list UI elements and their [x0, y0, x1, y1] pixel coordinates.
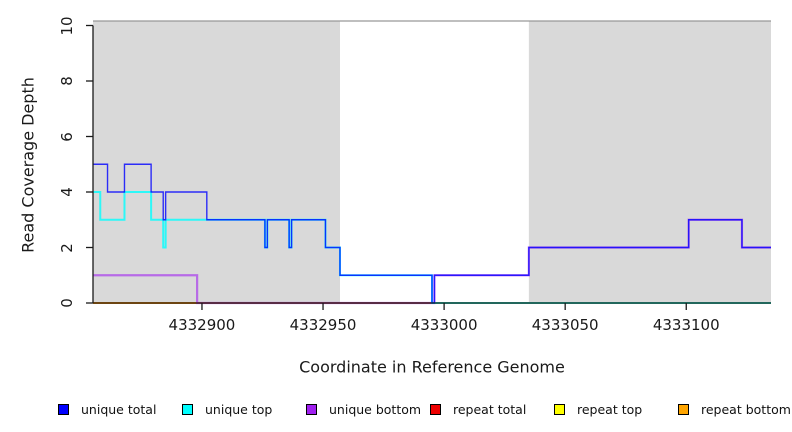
y-tick-label-6: 6 — [58, 131, 76, 142]
x-axis-title: Coordinate in Reference Genome — [299, 357, 565, 377]
shaded-region-0 — [93, 21, 340, 303]
legend-item-unique-total: unique total — [58, 398, 156, 420]
legend-swatch-repeat-bottom-icon — [678, 403, 689, 415]
legend: unique total unique top unique bottom repea… — [58, 398, 792, 420]
x-tick-label-4333100: 4333100 — [652, 316, 720, 334]
series-unique-total-line — [93, 163, 771, 304]
legend-swatch-repeat-top-icon — [554, 403, 565, 415]
legend-label: unique top — [205, 401, 273, 417]
legend-item-unique-bottom: unique bottom — [306, 398, 421, 420]
legend-label: repeat total — [453, 401, 527, 417]
legend-item-unique-top: unique top — [182, 398, 272, 420]
legend-item-repeat-top: repeat top — [554, 398, 642, 420]
legend-item-repeat-total: repeat total — [430, 398, 526, 420]
y-tick-label-4: 4 — [58, 187, 76, 197]
legend-swatch-repeat-total-icon — [430, 403, 441, 415]
y-tick-label-2: 2 — [58, 242, 76, 253]
legend-label: unique total — [81, 401, 157, 417]
x-tick-label-4333000: 4333000 — [410, 316, 478, 334]
legend-swatch-unique-top-icon — [182, 403, 193, 415]
y-axis-title: Read Coverage Depth — [18, 77, 38, 253]
legend-label: repeat bottom — [701, 401, 791, 417]
y-tick-label-8: 8 — [58, 76, 76, 86]
legend-swatch-unique-bottom-icon — [306, 403, 317, 415]
y-tick-label-0: 0 — [58, 298, 76, 308]
x-tick-label-4332900: 4332900 — [168, 316, 236, 334]
legend-item-repeat-bottom: repeat bottom — [678, 398, 791, 420]
legend-label: repeat top — [577, 401, 643, 417]
shaded-region-1 — [528, 21, 771, 303]
x-tick-label-4332950: 4332950 — [289, 316, 357, 334]
x-tick-label-4333050: 4333050 — [531, 316, 599, 334]
y-tick-label-10: 10 — [58, 15, 76, 36]
legend-swatch-unique-total-icon — [58, 403, 69, 415]
legend-label: unique bottom — [329, 401, 422, 417]
